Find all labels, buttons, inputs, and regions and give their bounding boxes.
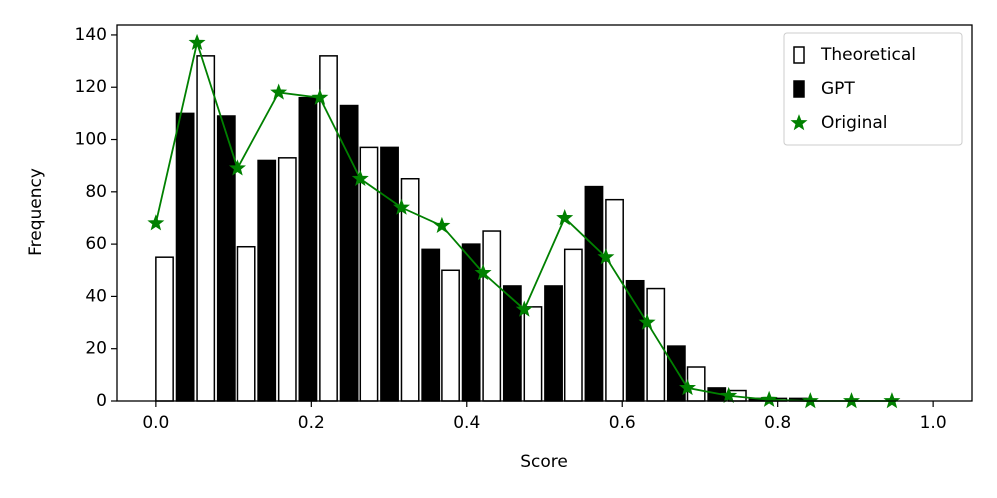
bar [563,248,583,402]
legend-label: Theoretical [820,45,916,65]
bar [277,157,297,402]
marker [679,379,697,396]
legend-label: GPT [821,79,855,99]
marker [311,88,329,105]
marker [392,198,410,215]
legend-swatch [793,46,805,64]
bar [544,285,563,402]
bar [523,306,543,402]
x-tick-label: 0.8 [764,413,791,433]
bar [686,366,706,402]
bar [380,146,399,402]
marker [638,313,656,330]
y-tick-label: 120 [75,77,107,97]
x-tick-label: 0.0 [142,413,169,433]
bar [441,269,460,402]
marker [433,216,451,234]
marker [188,33,206,51]
axes-frame [116,24,973,402]
marker [351,169,369,186]
y-tick-label: 20 [85,339,107,359]
y-tick-label: 40 [85,286,107,306]
x-tick-label: 0.4 [453,413,480,433]
bar [236,245,256,402]
y-tick-label: 100 [75,130,107,150]
legend-swatch [790,114,808,131]
legend-box [783,32,963,146]
x-tick-label: 0.6 [609,413,636,433]
marker [597,248,615,265]
marker [515,300,533,317]
marker [147,214,165,231]
marker [843,392,861,409]
bar [666,345,686,402]
y-tick-label: 140 [75,25,107,45]
marker [556,209,574,226]
bar [257,159,277,402]
marker [474,263,492,281]
bar [339,104,359,402]
y-axis-label: Frequency [26,168,46,256]
bar [421,248,441,402]
bar [196,55,216,402]
x-tick-label: 0.2 [298,413,325,433]
bar [155,256,174,402]
marker [801,392,819,409]
marker [270,83,288,100]
y-tick-label: 80 [85,182,107,202]
legend-label: Original [821,113,888,133]
marker [228,159,246,176]
x-axis-label: Score [520,452,568,472]
y-tick-label: 60 [85,234,107,254]
y-tick-label: 0 [96,391,107,411]
bar [461,243,481,402]
bar [482,230,502,402]
legend-swatch [793,80,805,98]
bar [216,115,236,402]
bar [625,279,645,402]
bar [298,96,318,402]
marker [883,392,901,409]
bar [319,55,338,402]
bar [175,112,195,402]
marker [760,390,778,407]
bar [584,185,604,402]
marker [720,386,738,403]
x-tick-label: 1.0 [920,413,947,433]
bar [605,198,624,402]
